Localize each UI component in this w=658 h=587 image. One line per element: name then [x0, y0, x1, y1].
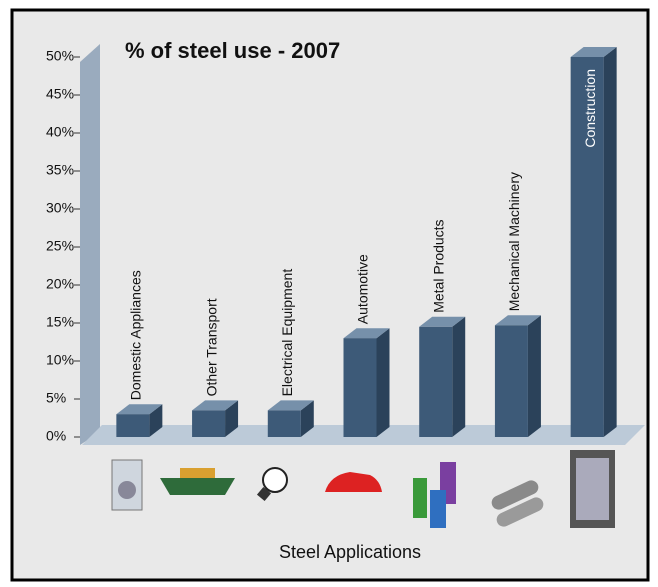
x-axis-label: Steel Applications — [279, 542, 421, 562]
bar-side — [376, 328, 390, 437]
y-tick-label: 45% — [46, 86, 74, 102]
bar-top — [570, 47, 617, 57]
y-tick-label: 35% — [46, 162, 74, 178]
icon-cargo — [180, 468, 215, 478]
category-label: Domestic Appliances — [128, 270, 144, 400]
bar — [192, 410, 226, 437]
icon-car — [325, 472, 382, 492]
category-label: Electrical Equipment — [279, 269, 295, 397]
bar-top — [419, 316, 466, 327]
bar — [494, 325, 528, 437]
icon-bulb — [262, 467, 288, 493]
icon-pipe — [496, 497, 544, 527]
y-tick-label: 50% — [46, 48, 74, 64]
icons — [111, 450, 615, 528]
bar-top — [494, 315, 541, 326]
bar-side — [300, 400, 314, 437]
category-label: Automotive — [355, 254, 371, 324]
category-label: Metal Products — [430, 219, 446, 312]
icon-can — [430, 490, 446, 528]
bar-top — [116, 404, 163, 415]
bar-side — [225, 400, 239, 437]
icon-bulb-base — [256, 486, 272, 502]
icon-can — [413, 478, 427, 518]
category-label: Construction — [582, 69, 598, 148]
chart-title: % of steel use - 2007 — [125, 38, 340, 63]
bar-side — [149, 404, 163, 437]
bar — [570, 57, 604, 437]
y-tick-label: 5% — [46, 390, 66, 406]
axis-wall — [80, 44, 100, 445]
y-tick-label: 20% — [46, 276, 74, 292]
y-tick-label: 30% — [46, 200, 74, 216]
icon-pipe — [491, 480, 539, 510]
y-tick-label: 15% — [46, 314, 74, 330]
bar — [343, 338, 377, 437]
y-tick-label: 0% — [46, 428, 66, 444]
bar — [116, 414, 150, 437]
y-tick-label: 40% — [46, 124, 74, 140]
bar-side — [603, 47, 617, 437]
y-tick-label: 10% — [46, 352, 74, 368]
bar-top — [267, 400, 314, 411]
bar-top — [192, 400, 239, 411]
bar-side — [452, 316, 466, 437]
frame — [10, 8, 650, 582]
category-label: Mechanical Machinery — [506, 172, 522, 311]
category-label: Other Transport — [203, 298, 219, 396]
bar — [419, 326, 453, 437]
bar-top — [343, 328, 390, 339]
y-tick-label: 25% — [46, 238, 74, 254]
bar — [267, 410, 301, 437]
icon-ship — [160, 478, 235, 495]
bar-side — [527, 315, 541, 437]
icon-washer-door — [118, 481, 136, 499]
icon-building-windows — [576, 458, 609, 520]
